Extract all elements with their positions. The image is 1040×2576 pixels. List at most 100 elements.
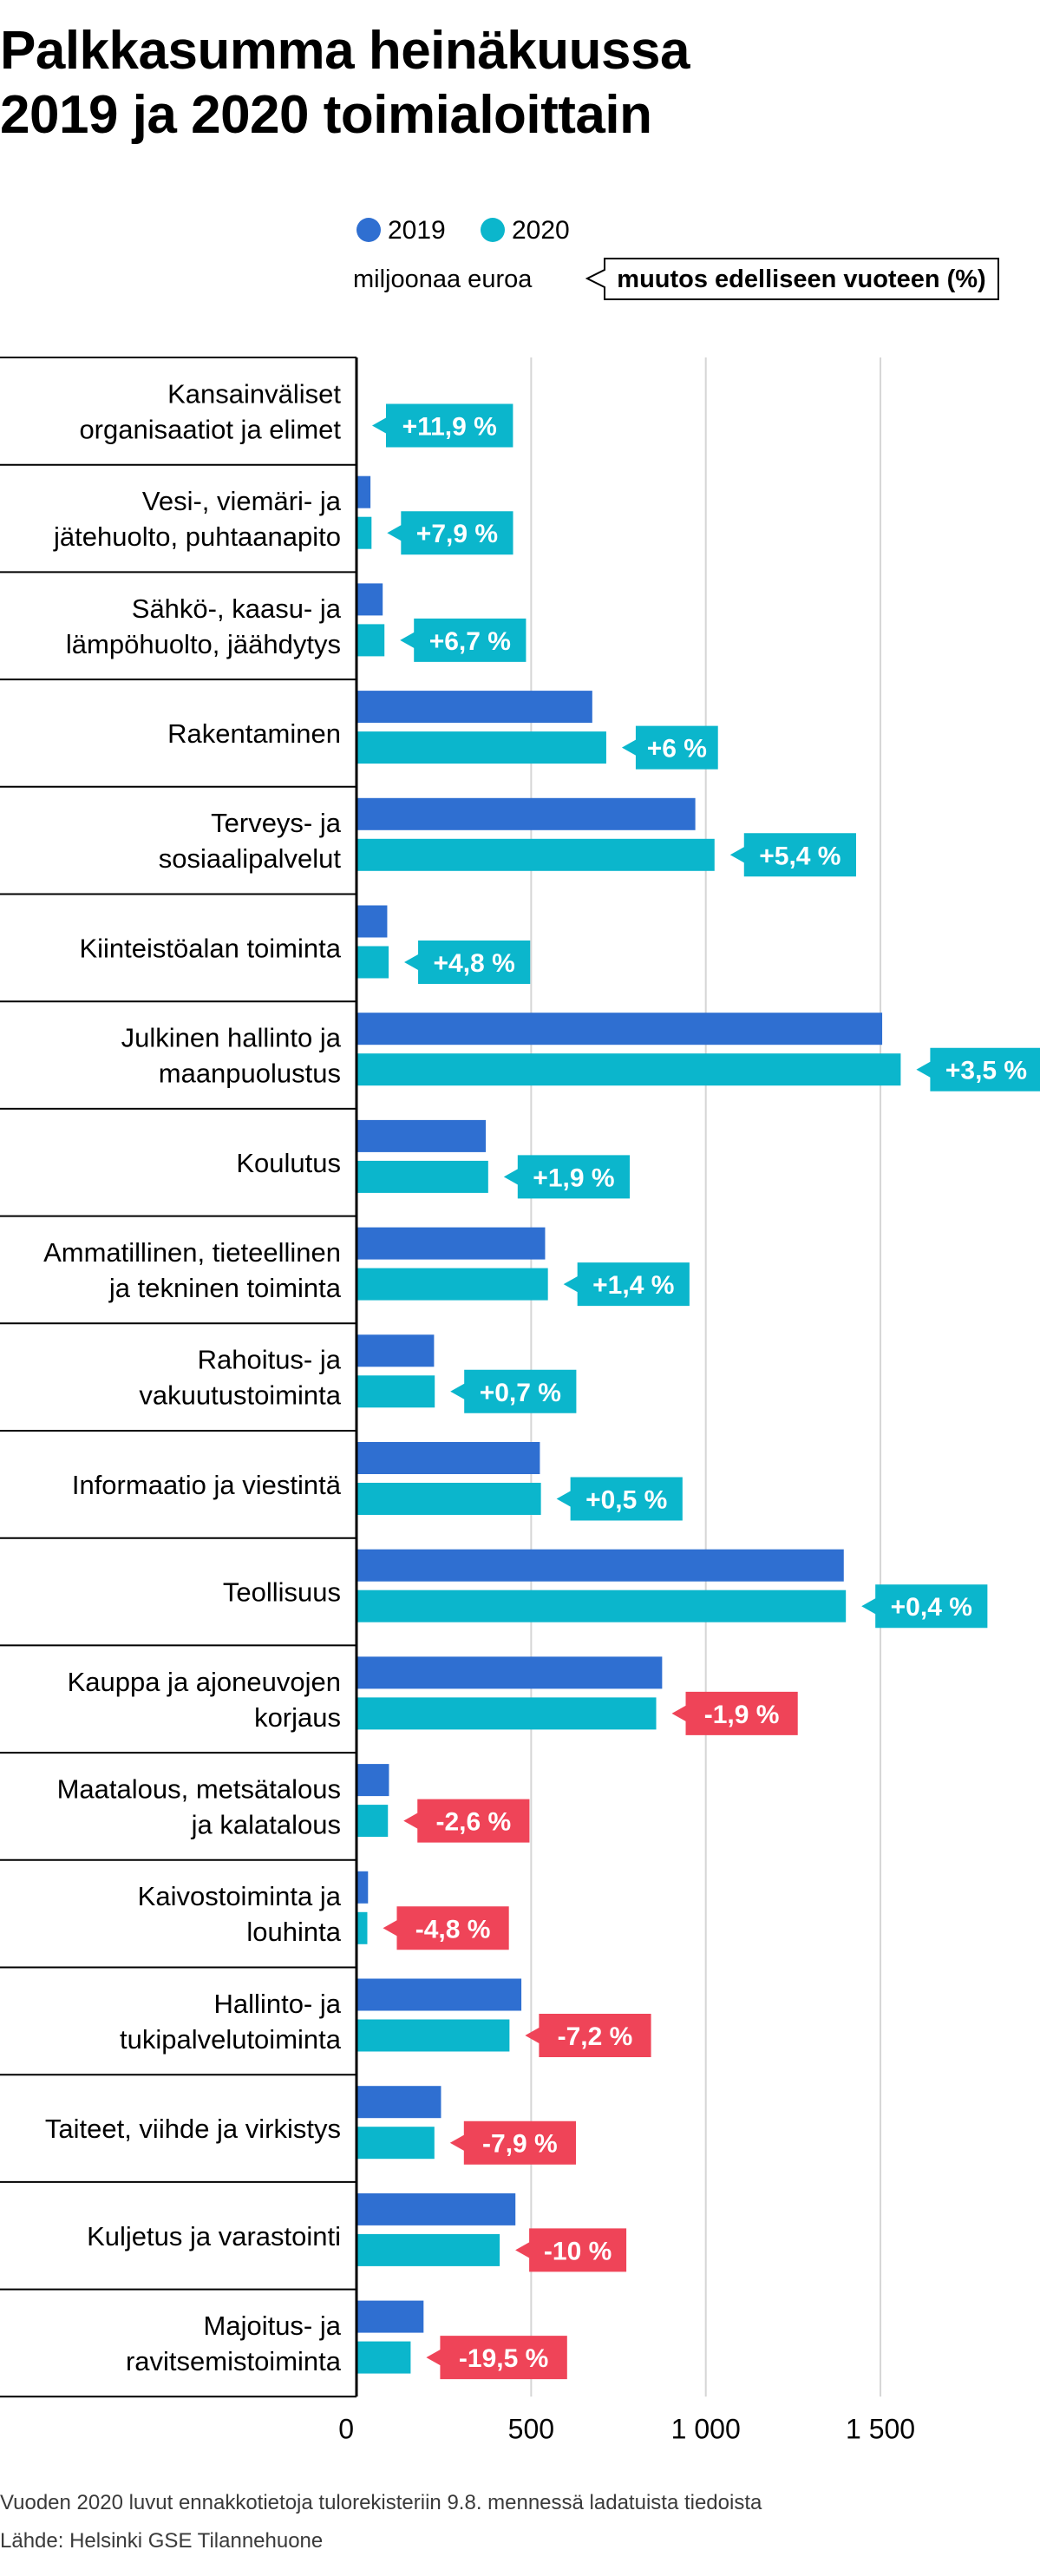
- change-badge-label: +6,7 %: [429, 627, 511, 656]
- category-label: Taiteet, viihde ja virkistys: [45, 2114, 341, 2144]
- category-label: Kauppa ja ajoneuvojen: [68, 1667, 341, 1697]
- x-tick-label: 1 000: [671, 2413, 741, 2444]
- legend-swatch-2020: [481, 218, 505, 242]
- change-badge-label: -7,9 %: [482, 2130, 558, 2159]
- category-label: korjaus: [254, 1702, 341, 1733]
- x-tick-label: 0: [338, 2413, 354, 2444]
- bar-2020: [356, 1053, 901, 1086]
- bar-2019: [356, 1227, 546, 1260]
- bar-2020: [356, 1805, 389, 1838]
- bar-2020: [356, 731, 606, 764]
- change-label: muutos edelliseen vuoteen (%): [617, 265, 985, 293]
- bar-2020: [356, 624, 385, 657]
- bar-chart: 2019 2020 miljoonaa euroa muutos edelliseen…: [0, 216, 1040, 2444]
- category-label: Terveys- ja: [211, 808, 342, 838]
- change-badge-label: -19,5 %: [459, 2344, 548, 2373]
- change-badge-label: -10 %: [544, 2237, 612, 2265]
- bar-2019: [356, 1334, 435, 1367]
- bar-2019: [356, 1871, 369, 1904]
- category-label: Koulutus: [236, 1148, 341, 1178]
- category-label: maanpuolustus: [159, 1059, 341, 1089]
- bar-2020: [356, 516, 372, 549]
- category-label: Maatalous, metsätalous: [57, 1773, 341, 1804]
- category-label: sosiaalipalvelut: [159, 843, 342, 874]
- change-badge-label: +3,5 %: [945, 1057, 1027, 1085]
- change-badge: [916, 1047, 1040, 1091]
- change-badge-label: +7,9 %: [416, 520, 498, 548]
- bar-2019: [356, 1013, 883, 1045]
- chart-title: Palkkasumma heinäkuussa 2019 ja 2020 toi…: [0, 19, 954, 147]
- bar-2019: [356, 2300, 424, 2333]
- bar-2019: [356, 691, 592, 724]
- bar-2019: [356, 905, 388, 938]
- bar-2019: [356, 1442, 540, 1474]
- bar-2019: [356, 2193, 516, 2225]
- change-badge: [621, 725, 718, 770]
- category-label: ja kalatalous: [191, 1809, 341, 1839]
- footnote: Vuoden 2020 luvut ennakkotietoja tulorek…: [0, 2491, 762, 2514]
- change-badge: [426, 2336, 567, 2380]
- bar-2019: [356, 475, 371, 508]
- category-label: Rahoitus- ja: [198, 1345, 342, 1375]
- bar-2020: [356, 1483, 541, 1515]
- change-badge: [503, 1155, 631, 1199]
- bar-2020: [356, 946, 389, 979]
- category-label: Kuljetus ja varastointi: [87, 2221, 341, 2252]
- change-badge: [563, 1262, 690, 1307]
- category-label: jätehuolto, puhtaanapito: [53, 521, 341, 552]
- bar-2020: [356, 1697, 657, 1730]
- change-badge-label: +0,7 %: [480, 1379, 561, 1407]
- category-label: Rakentaminen: [167, 718, 341, 749]
- bar-2020: [356, 2019, 510, 2052]
- change-badge: [400, 618, 527, 662]
- chart-title-line: Palkkasumma heinäkuussa: [0, 21, 690, 81]
- category-label: Majoitus- ja: [204, 2311, 342, 2341]
- change-badge-label: -2,6 %: [435, 1808, 511, 1837]
- bar-2019: [356, 2086, 442, 2119]
- change-badge: [383, 1906, 509, 1950]
- bar-2020: [356, 838, 715, 871]
- change-badge-label: +0,4 %: [891, 1593, 972, 1622]
- legend-label-2019: 2019: [388, 216, 446, 245]
- change-badge-label: -7,2 %: [558, 2022, 633, 2051]
- legend-swatch-2019: [356, 218, 381, 242]
- category-label: Kaivostoiminta ja: [138, 1881, 342, 1911]
- change-badge: [861, 1584, 988, 1629]
- category-label: vakuutustoiminta: [139, 1380, 341, 1411]
- change-badge: [450, 1369, 577, 1413]
- category-label: Kansainväliset: [167, 378, 341, 409]
- change-badge: [387, 511, 513, 555]
- category-label: Informaatio ja viestintä: [72, 1470, 342, 1500]
- change-badge: [449, 2120, 577, 2165]
- source-note: Lähde: Helsinki GSE Tilannehuone: [0, 2529, 324, 2553]
- category-label: lämpöhuolto, jäähdytys: [66, 629, 341, 659]
- bar-2020: [356, 2233, 500, 2266]
- category-label: Teollisuus: [223, 1577, 341, 1608]
- bar-2020: [356, 2127, 435, 2160]
- change-badge: [404, 941, 531, 984]
- bar-2020: [356, 1911, 368, 1944]
- category-label: louhinta: [246, 1917, 341, 1947]
- change-badge-label: +1,4 %: [592, 1271, 674, 1300]
- change-badge: [729, 833, 856, 877]
- change-badge-label: -4,8 %: [415, 1915, 491, 1943]
- category-label: ravitsemistoiminta: [126, 2346, 342, 2376]
- category-label: ja tekninen toiminta: [108, 1273, 342, 1303]
- category-label: Sähkö-, kaasu- ja: [132, 593, 342, 624]
- category-label: Hallinto- ja: [214, 1989, 342, 2019]
- change-badge-label: +11,9 %: [402, 413, 497, 442]
- change-badge-label: +5,4 %: [759, 842, 841, 870]
- bar-2019: [356, 1978, 522, 2011]
- bar-2020: [356, 1590, 847, 1622]
- change-badge: [525, 2014, 651, 2057]
- category-label: Vesi-, viemäri- ja: [142, 486, 342, 516]
- bar-2019: [356, 1119, 486, 1152]
- change-badge-label: +4,8 %: [434, 949, 515, 978]
- category-label: Kiinteistöalan toiminta: [79, 933, 341, 963]
- change-label-box: [585, 258, 999, 300]
- bar-2019: [356, 1549, 844, 1582]
- change-badge-label: -1,9 %: [704, 1701, 780, 1729]
- category-label: Julkinen hallinto ja: [121, 1023, 342, 1053]
- bar-2020: [356, 1160, 488, 1193]
- category-label: tukipalvelutoiminta: [120, 2024, 342, 2055]
